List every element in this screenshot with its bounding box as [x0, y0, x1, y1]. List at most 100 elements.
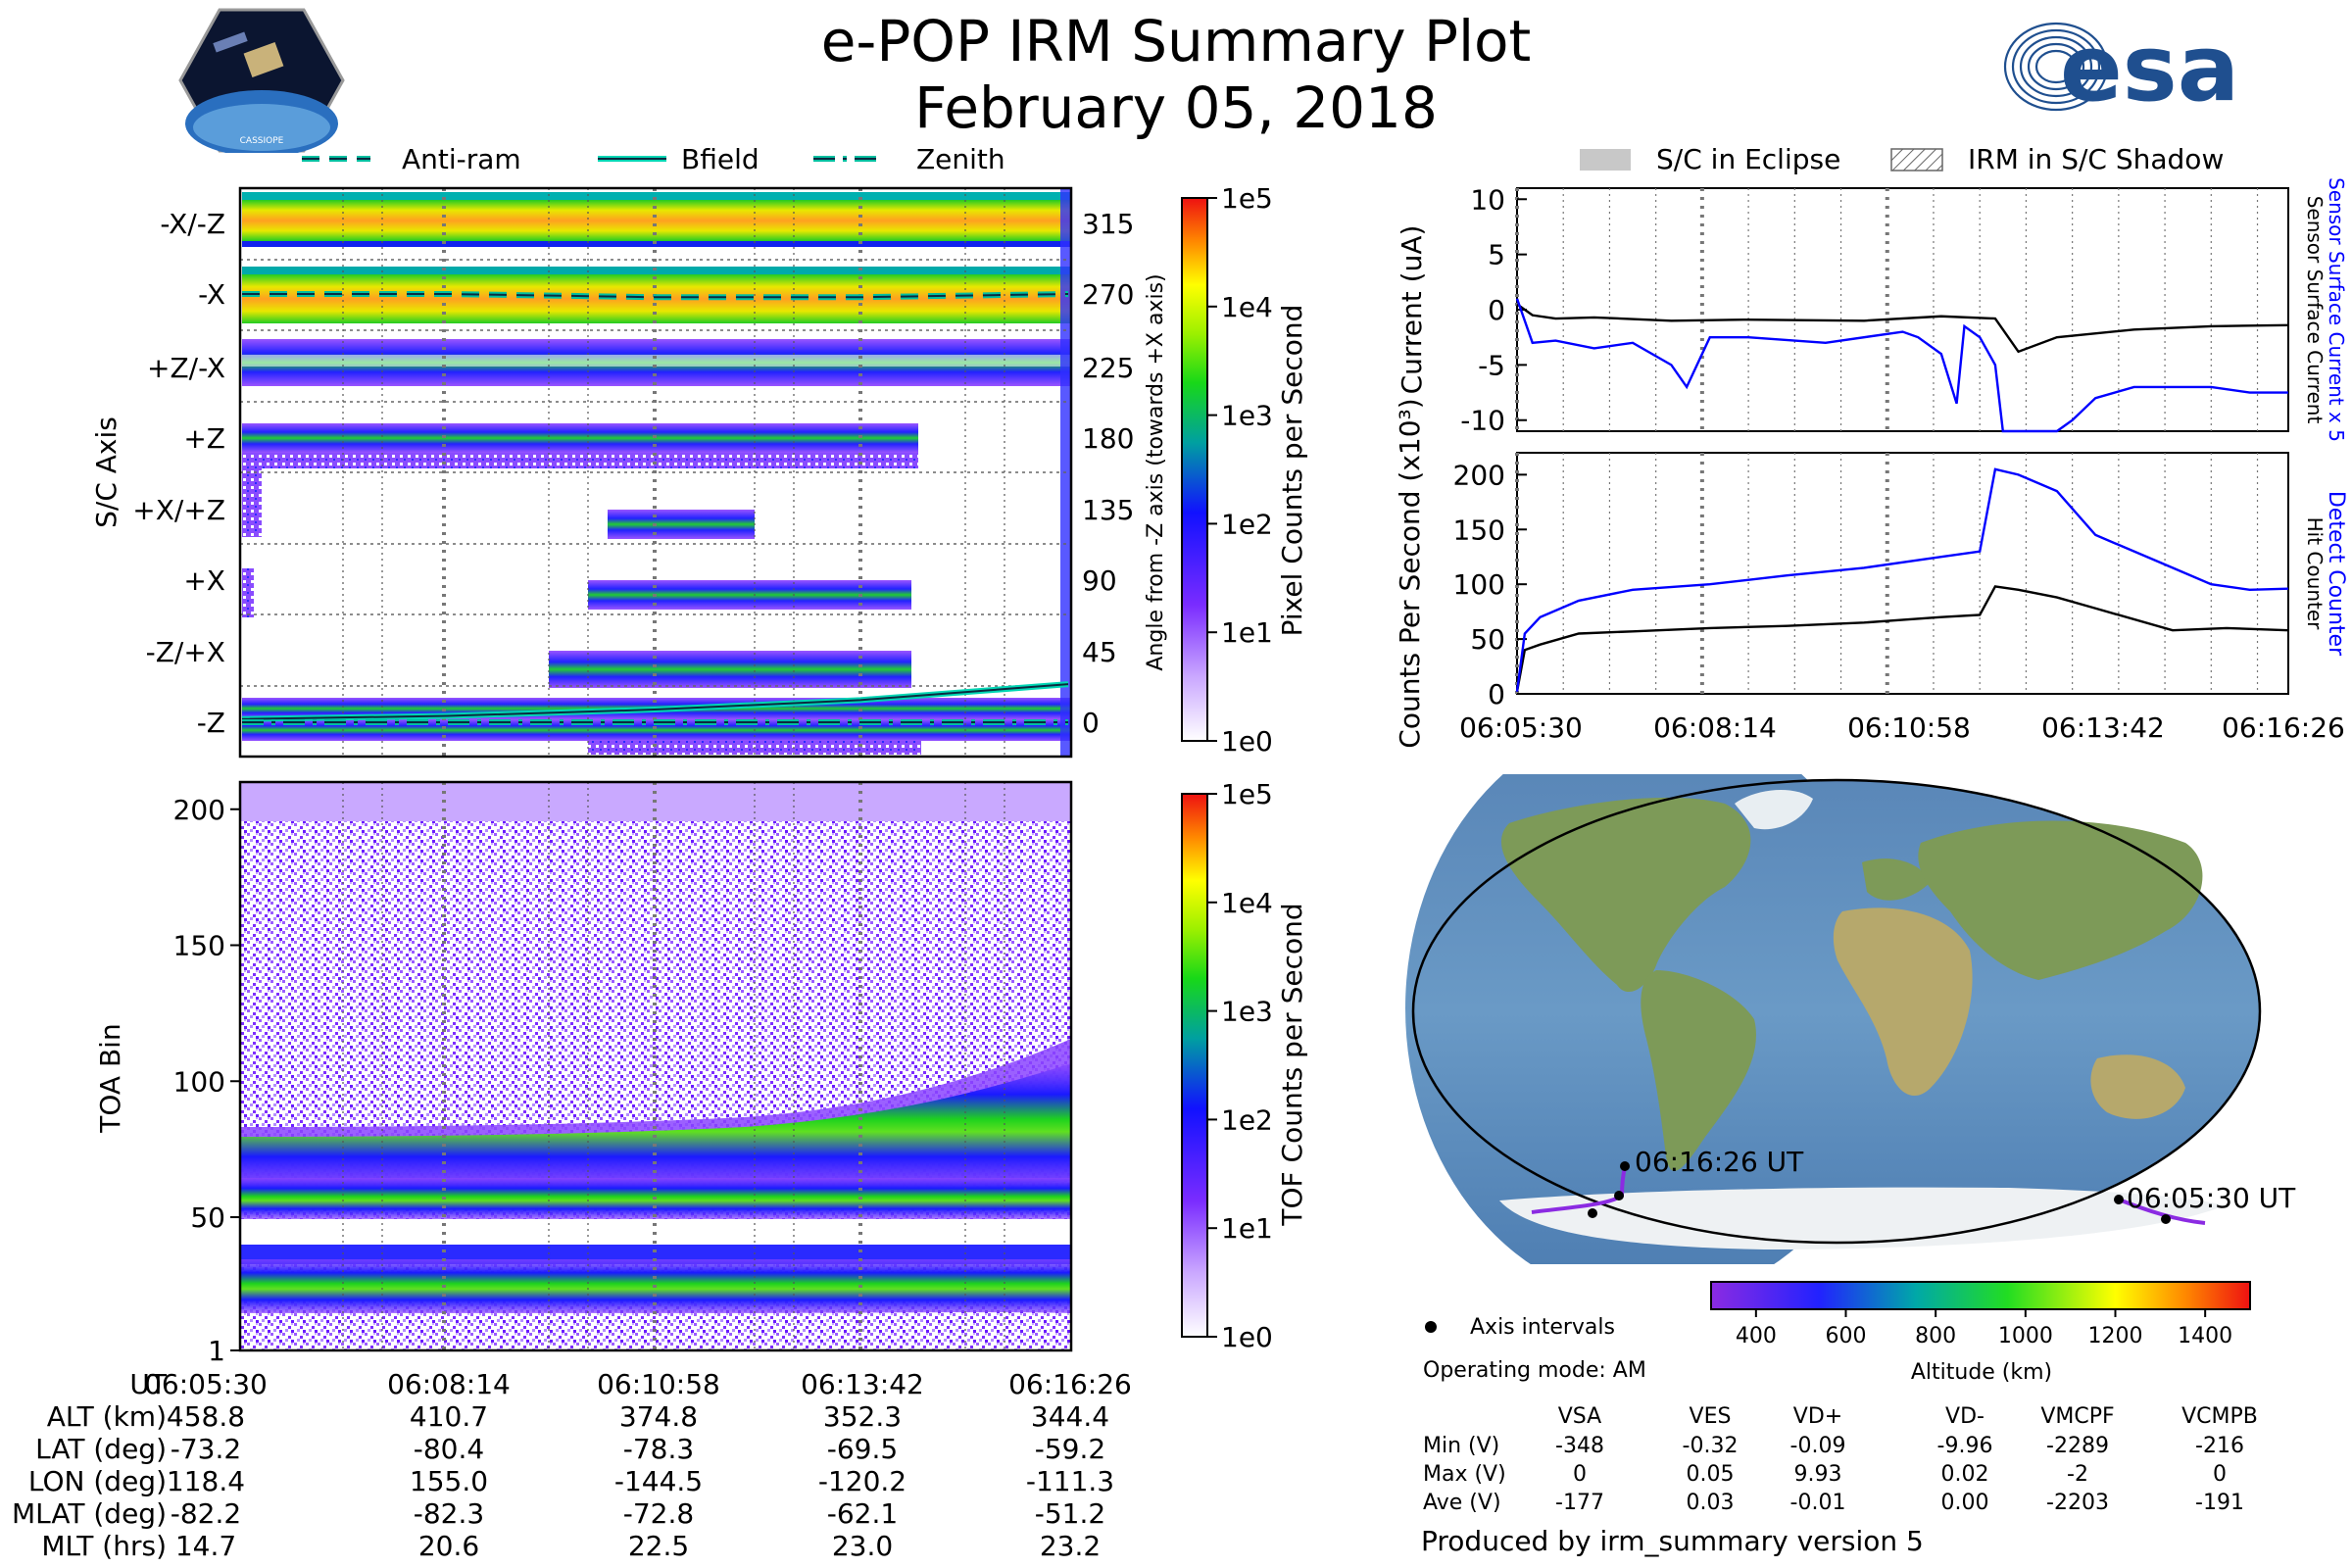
- axis-label-6: -Z/+X: [146, 636, 225, 668]
- voltage-table: VSA VES VD+ VD- VMCPF VCMPB Min (V) -348 -0.32 -…: [1423, 1404, 2258, 1515]
- row-value: 352.3: [823, 1400, 902, 1433]
- vt-cell: -348: [1555, 1434, 1604, 1458]
- altitude-colorbar: [1710, 1281, 2251, 1310]
- cb-tick-1e3: 1e3: [1221, 996, 1273, 1028]
- axis-label-5: +X: [183, 564, 225, 597]
- vt-header-4: VMCPF: [2040, 1404, 2114, 1429]
- row-value: 23.0: [832, 1530, 893, 1562]
- row-value: 344.4: [1031, 1400, 1109, 1433]
- row-label-5: MLT (hrs): [41, 1530, 167, 1562]
- row-value: -144.5: [614, 1465, 703, 1497]
- counts-xtick-0: 06:05:30: [1459, 711, 1583, 744]
- row-value: 374.8: [619, 1400, 698, 1433]
- angle-tick-90: 90: [1082, 564, 1117, 597]
- time-tick-3: 06:13:42: [801, 1368, 924, 1400]
- row-label-2: LAT (deg): [35, 1433, 167, 1465]
- angle-tick-225: 225: [1082, 352, 1134, 384]
- cb-tick-1e3: 1e3: [1221, 400, 1273, 432]
- continent-north-america: [1500, 797, 1751, 993]
- vt-header-1: VES: [1690, 1404, 1732, 1429]
- pixel-colorbar: 1e5 1e4 1e3 1e2 1e1 1e0 Pixel Counts per Seco…: [1181, 182, 1308, 758]
- toa-heatmap-panel: 200 150 100 50 1 TOA Bin: [94, 780, 1073, 1367]
- cb-tick-1e5: 1e5: [1221, 182, 1273, 215]
- angle-tick-135: 135: [1082, 494, 1134, 526]
- axis-intervals-marker: [1425, 1321, 1437, 1333]
- esa-logo: esa: [2003, 18, 2239, 116]
- row-value: 23.2: [1040, 1530, 1101, 1562]
- toa-tick-50: 50: [190, 1201, 225, 1234]
- row-value: -82.3: [414, 1497, 484, 1530]
- row-value: -82.2: [171, 1497, 241, 1530]
- ytick-150: 150: [1453, 514, 1505, 546]
- svg-text:CASSIOPE: CASSIOPE: [240, 136, 284, 146]
- ytick--10: -10: [1460, 405, 1505, 437]
- row-value: 155.0: [410, 1465, 488, 1497]
- row-value: -72.8: [623, 1497, 694, 1530]
- series-sensor-surface-current-x-5: [1515, 298, 2288, 433]
- legend-eclipse-label: S/C in Eclipse: [1656, 143, 1840, 175]
- axis-label-4: +X/+Z: [132, 494, 225, 526]
- ytick-0: 0: [1488, 678, 1505, 710]
- ytick-100: 100: [1453, 568, 1505, 601]
- pixel-heatmap-lines: [241, 291, 1069, 725]
- line-outline-anti-ram: [242, 293, 1069, 299]
- vt-cell: -0.09: [1790, 1434, 1846, 1458]
- series-hit-counter: [1515, 585, 2289, 692]
- alt-tick-800: 800: [1915, 1324, 1956, 1348]
- time-tick-2: 06:10:58: [597, 1368, 720, 1400]
- tof-colorbar-label: TOF Counts per Second: [1276, 903, 1308, 1226]
- axis-interval-dot: [1614, 1191, 1624, 1200]
- cb-tick-1e4: 1e4: [1221, 291, 1273, 323]
- vt-row-label: Ave (V): [1423, 1491, 1501, 1515]
- vt-cell: 0.00: [1941, 1491, 1989, 1515]
- orbit-map: 06:16:26 UT 06:05:30 UT: [1405, 774, 2296, 1264]
- cb-tick-1e1: 1e1: [1221, 616, 1273, 649]
- current-ylabel: Current (uA): [1396, 225, 1428, 395]
- svg-text:esa: esa: [2060, 18, 2239, 116]
- vt-header-2: VD+: [1793, 1404, 1842, 1429]
- axis-label-0: -X/-Z: [160, 208, 225, 240]
- row-value: 22.5: [628, 1530, 689, 1562]
- row-value: 410.7: [410, 1400, 488, 1433]
- legend-eclipse-swatch: [1580, 149, 1631, 171]
- vt-row-label: Max (V): [1423, 1462, 1506, 1487]
- pixel-heatmap-panel: -X/-Z -X +Z/-X +Z +X/+Z +X -Z/+X -Z 315 270 225 18…: [90, 186, 1168, 759]
- continent-asia: [1918, 820, 2203, 980]
- time-tick-0: 06:05:30: [144, 1368, 268, 1400]
- continent-south-america: [1641, 970, 1756, 1171]
- current-ylabel-right-black: Sensor Surface Current: [2303, 196, 2327, 424]
- alt-tick-1400: 1400: [2178, 1324, 2232, 1348]
- axis-label-1: -X: [198, 278, 225, 311]
- ytick--5: -5: [1478, 349, 1505, 381]
- counts-ylabel: Counts Per Second (x10³): [1394, 398, 1426, 748]
- page-title: e-POP IRM Summary Plot February 05, 2018: [0, 8, 2352, 141]
- time-tick-1: 06:08:14: [387, 1368, 511, 1400]
- vt-cell: -2: [2067, 1462, 2088, 1487]
- row-label-3: LON (deg): [28, 1465, 167, 1497]
- cassiope-logo: CASSIOPE: [178, 8, 345, 153]
- vt-cell: -0.32: [1683, 1434, 1739, 1458]
- footer-text: Produced by irm_summary version 5: [1421, 1525, 1924, 1557]
- current-ylabel-right-blue: Sensor Surface Current x 5: [2325, 177, 2348, 442]
- vt-cell: -191: [2195, 1491, 2244, 1515]
- cb-tick-1e5: 1e5: [1221, 778, 1273, 810]
- counts-xtick-3: 06:13:42: [2041, 711, 2165, 744]
- vt-cell: -0.01: [1790, 1491, 1846, 1515]
- axis-interval-dot: [1588, 1208, 1597, 1218]
- row-label-1: ALT (km): [47, 1400, 167, 1433]
- vt-cell: 0: [2213, 1462, 2227, 1487]
- pixel-heatmap-ylabel: S/C Axis: [90, 416, 122, 528]
- vt-cell: 0.03: [1687, 1491, 1735, 1515]
- counts-ylabel-right-blue: Detect Counter: [2324, 491, 2348, 657]
- vt-header-5: VCMPB: [2181, 1404, 2258, 1429]
- operating-mode: Operating mode: AM: [1423, 1358, 1646, 1383]
- map-border: [1411, 778, 2262, 1245]
- toa-tick-1: 1: [208, 1335, 225, 1367]
- row-value: -51.2: [1035, 1497, 1105, 1530]
- angle-tick-45: 45: [1082, 636, 1117, 668]
- counts-xtick-4: 06:16:26: [2222, 711, 2345, 744]
- vt-header-3: VD-: [1945, 1404, 1984, 1429]
- vt-row-label: Min (V): [1423, 1434, 1499, 1458]
- ytick-5: 5: [1488, 239, 1505, 271]
